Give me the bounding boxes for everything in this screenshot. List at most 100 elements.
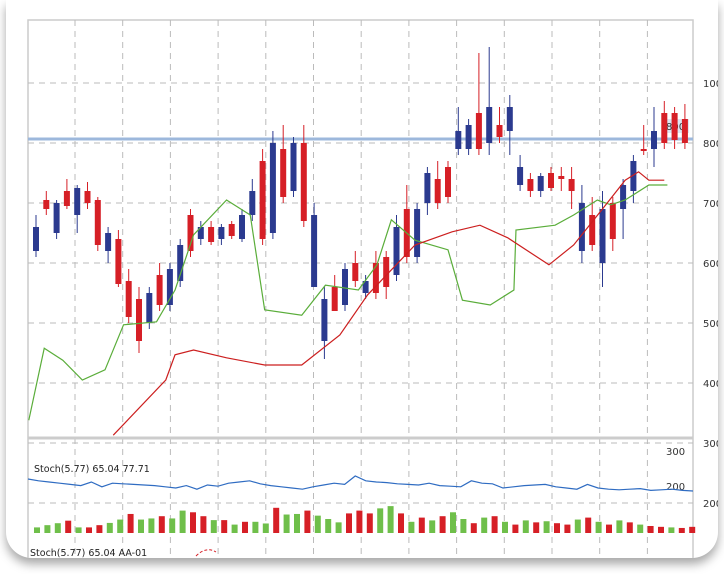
volume-bar [387,506,394,533]
volume-bar [543,521,550,533]
volume-bar [481,517,488,533]
y-tick-label: 300 [703,439,718,450]
volume-bar [554,523,560,533]
volume-bar [148,518,155,533]
volume-bar [689,526,696,533]
candle-body [84,191,91,203]
volume-bar [574,519,581,533]
volume-bar [86,527,92,533]
lower-y-tick-label: 200 [666,482,685,493]
volume-bar [564,524,571,533]
candle-body [651,131,657,149]
moving-average-line [112,171,665,436]
candle-body [671,113,678,140]
volume-bar [335,522,342,533]
volume-bar [377,508,384,533]
candle-body [239,215,245,239]
candle-body [249,191,256,215]
y-tick-label: 200 [703,499,718,510]
candle-body [187,215,194,251]
candle-body [568,179,575,191]
candle-body [321,299,328,341]
volume-bar [658,526,664,533]
candle-body [609,203,616,239]
stoch-line [27,475,694,492]
candle-body [372,263,379,293]
candle-body [506,107,513,131]
volume-bar [190,512,196,533]
candle-body [300,143,307,221]
candle-body [681,119,688,143]
candle-body [362,281,369,293]
candle-body [136,299,142,341]
candle-body [383,257,390,287]
candle-body [352,263,359,281]
volume-bar [304,510,311,533]
candle-body [156,275,163,305]
y-tick-label: 600 [703,259,718,270]
candle-body [177,245,184,281]
stoch-legend: Stoch(5.77) 65.04 77.71 [34,464,150,475]
volume-bar [283,514,290,533]
chart-card: 100800700600500400300200800Stoch(5.77) 6… [6,0,718,558]
candle-body [259,161,266,239]
volume-bar [668,527,675,533]
candle-body [53,203,60,233]
lower-y-tick-box [663,445,689,458]
candle-body [269,143,276,233]
volume-bar [294,513,300,533]
candle-body [445,167,451,197]
volume-bar [470,523,477,533]
candle-body [455,131,462,149]
candle-body [115,239,122,284]
candle-body [43,200,50,209]
candle-body [228,224,235,236]
candle-body [105,233,112,251]
candle-body [599,209,606,263]
volume-bar [44,525,51,533]
volume-bar [491,516,498,533]
indicator-marker [195,549,217,557]
candle-body [208,227,215,242]
y-tick-label: 100 [703,79,718,90]
candle-body [465,125,472,149]
volume-bar [117,519,124,533]
candle-body [548,173,554,188]
lower-legend: Stoch(5.77) 65.04 AA-01 [30,548,147,558]
volume-bar [314,515,321,533]
candle-body [280,149,287,197]
volume-bar [647,526,654,533]
volume-bar [158,516,165,533]
volume-bar [595,521,602,533]
volume-bar [231,524,238,533]
volume-bar [512,524,519,533]
plot-border [27,19,694,558]
volume-bar [398,513,404,533]
volume-bar [75,527,82,533]
candle-body [620,185,627,209]
candle-body [393,227,400,275]
volume-bar [273,507,280,533]
candle-body [94,200,101,245]
candle-body [640,149,647,151]
volume-bar [439,516,446,533]
candle-body [290,143,297,191]
volume-bar [585,517,592,533]
volume-bar [626,522,633,533]
volume-bar [179,510,186,533]
volume-bar [210,520,217,533]
volume-bar [325,519,332,533]
candle-body [74,188,81,215]
volume-bar [262,523,269,533]
volume-bar [616,520,623,533]
candle-body [558,176,565,179]
volume-bar [366,513,373,533]
volume-bar [106,522,113,533]
lower-y-tick-label: 300 [666,447,685,458]
candle-body [342,269,348,305]
volume-bar [450,512,456,533]
candle-body [311,215,318,287]
candle-body [125,281,132,317]
volume-bar [429,520,436,533]
volume-bar [54,523,61,533]
